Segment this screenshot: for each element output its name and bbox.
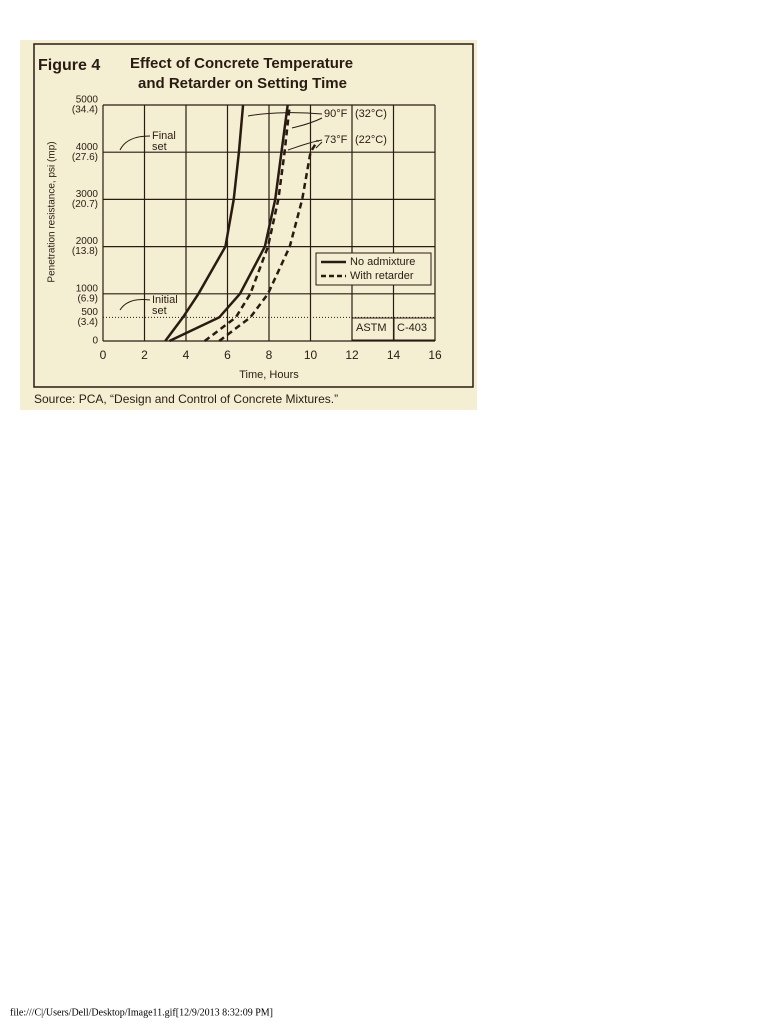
legend-box [315,252,432,286]
series-line [168,104,289,343]
image-background [20,40,477,410]
x-tick-label: 2 [141,348,148,362]
footer-path: file:///C|/Users/Dell/Desktop/Image11.gi… [10,1007,273,1018]
annotation: Initial [152,294,178,306]
x-tick-label: 8 [266,348,273,362]
annotation: (22°C) [355,134,387,146]
chart-title: and Retarder on Setting Time [138,75,347,92]
x-tick-label: 16 [428,348,442,362]
annotation: ASTM [356,322,387,334]
y-tick-sublabel: (20.7) [72,199,98,210]
annotation: Final [152,130,176,142]
y-tick-sublabel: (3.4) [77,317,98,328]
annotation: set [152,141,167,153]
annotation: C-403 [397,322,427,334]
annotation: set [152,305,167,317]
y-tick-label: 5000 [76,95,99,106]
arrow [247,112,323,117]
x-tick-label: 14 [387,348,401,362]
y-axis-label: Penetration resistance, psi (mp) [47,141,58,282]
x-tick-label: 12 [345,348,359,362]
series-line [218,139,319,342]
source-note: Source: PCA, “Design and Control of Conc… [34,392,338,406]
figure-frame [33,43,474,388]
figure-label: Figure 4 [38,57,100,74]
arrow [119,135,151,151]
y-tick-label: 4000 [76,142,99,153]
x-axis-label: Time, Hours [239,369,299,381]
y-tick-sublabel: (27.6) [72,152,98,163]
y-tick-label: 0 [92,336,98,347]
y-tick-sublabel: (6.9) [77,293,98,304]
y-tick-label: 2000 [76,236,99,247]
series-line [203,104,291,342]
series-line [164,104,245,342]
y-tick-sublabel: (34.4) [72,105,98,116]
annotation: 90°F [324,108,348,120]
legend-label: With retarder [350,270,414,282]
annotation: 73°F [324,134,348,146]
y-tick-label: 500 [81,307,98,318]
arrow [287,139,323,151]
chart-title: Effect of Concrete Temperature [130,55,353,72]
arrow [315,141,323,149]
y-tick-label: 3000 [76,189,99,200]
y-tick-sublabel: (13.8) [72,246,98,257]
arrow [119,299,151,311]
arrow [291,117,323,129]
x-tick-label: 4 [183,348,190,362]
y-tick-label: 1000 [76,283,99,294]
legend-label: No admixture [350,256,415,268]
annotation: (32°C) [355,108,387,120]
x-tick-label: 10 [304,348,318,362]
x-tick-label: 6 [224,348,231,362]
x-tick-label: 0 [100,348,107,362]
